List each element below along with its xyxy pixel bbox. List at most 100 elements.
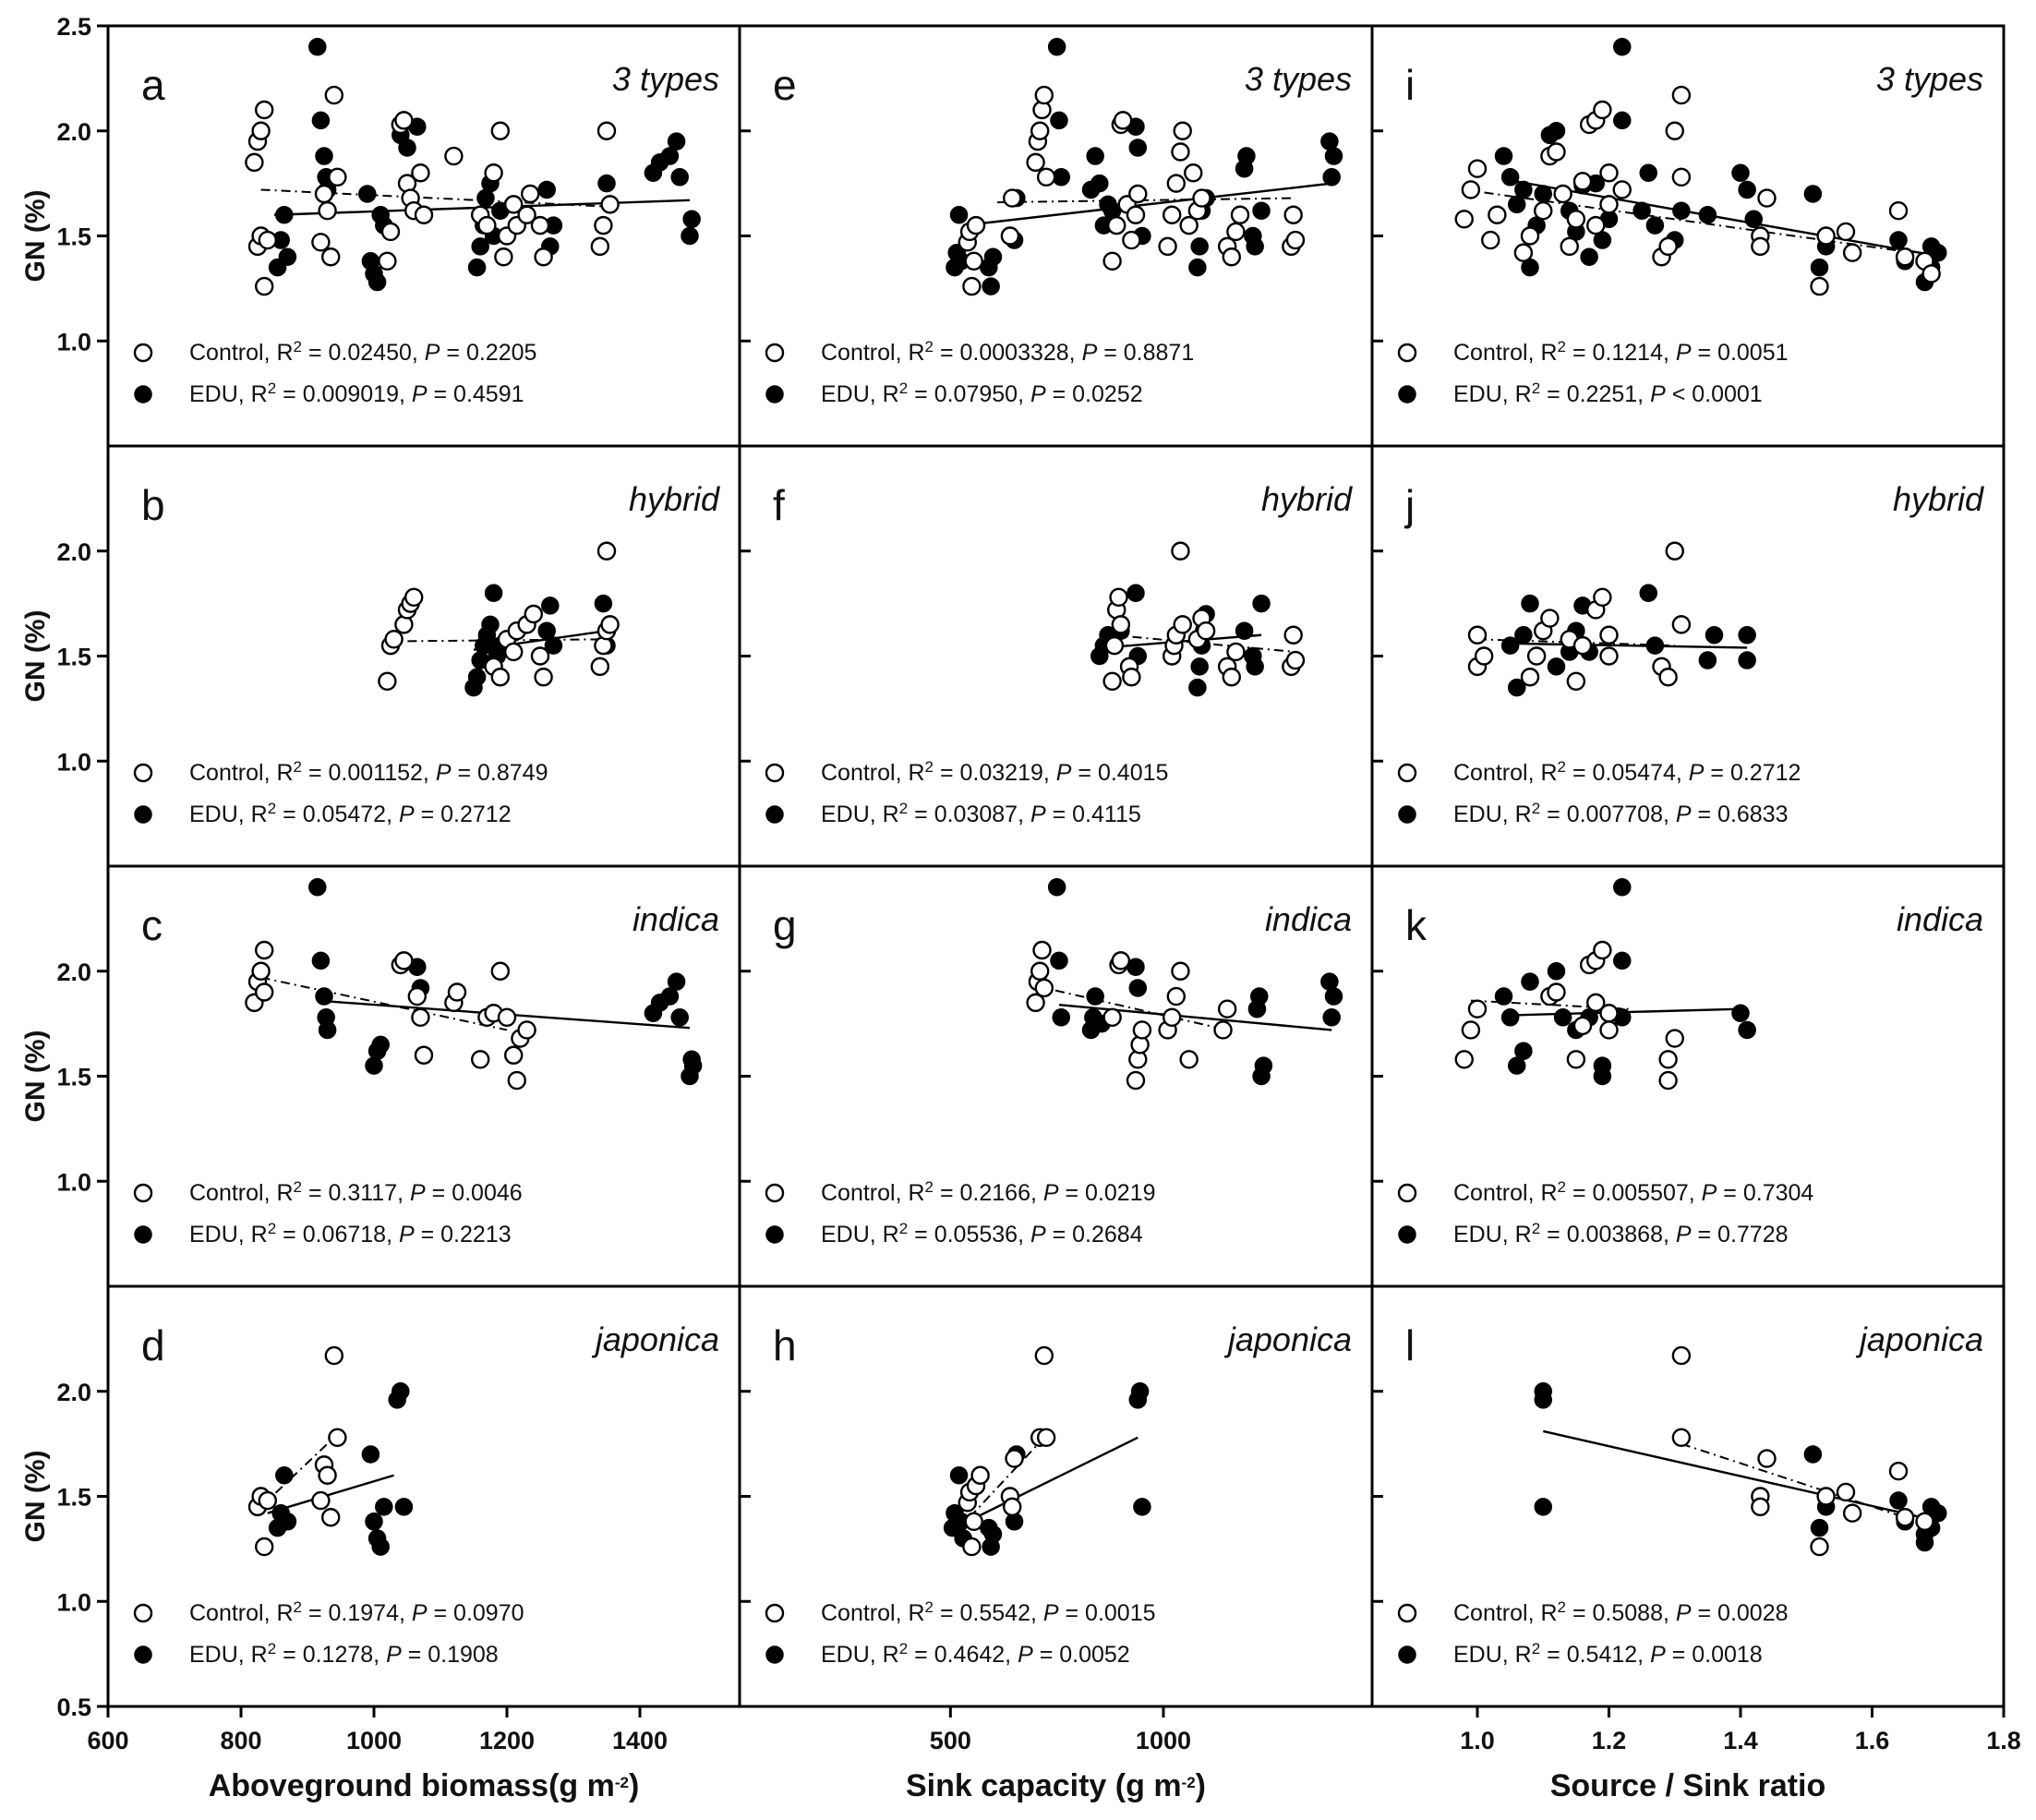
- x-tick-label: 600: [87, 1727, 128, 1754]
- edu-point: [1738, 626, 1756, 645]
- group-title: 3 types: [1876, 60, 1983, 98]
- legend-edu-marker: [1398, 1645, 1416, 1664]
- edu-point: [660, 987, 680, 1006]
- edu-fit-line: [1503, 177, 1932, 257]
- control-point: [255, 982, 274, 1002]
- control-point: [1842, 243, 1862, 262]
- edu-point: [1494, 147, 1513, 165]
- legend-control-marker: [765, 1603, 785, 1623]
- edu-point: [1803, 1445, 1823, 1464]
- edu-point: [1580, 247, 1598, 266]
- legend-edu-marker: [765, 805, 784, 824]
- control-point: [1560, 236, 1579, 257]
- edu-point: [1639, 584, 1657, 602]
- edu-point: [481, 615, 500, 634]
- control-point: [590, 657, 609, 677]
- control-point: [1599, 625, 1619, 645]
- edu-point: [467, 668, 487, 686]
- control-fit-line: [260, 188, 608, 208]
- edu-point: [1188, 678, 1207, 697]
- legend-edu-marker: [134, 1645, 152, 1664]
- control-point: [1572, 1016, 1593, 1036]
- edu-point: [1547, 962, 1566, 981]
- edu-point: [1128, 979, 1148, 997]
- edu-point: [1130, 1382, 1150, 1401]
- control-point: [1665, 121, 1684, 140]
- control-point: [258, 230, 277, 250]
- control-point: [1922, 264, 1941, 283]
- control-fit-line: [260, 976, 508, 1031]
- edu-point: [1744, 210, 1763, 229]
- edu-point: [1534, 1391, 1552, 1409]
- control-point: [1895, 1508, 1915, 1527]
- edu-point: [1738, 180, 1756, 199]
- edu-point: [1547, 657, 1566, 676]
- legend-control-marker: [765, 343, 785, 363]
- legend-edu-stats: EDU, R2 = 0.003868, P = 0.7728: [1453, 1220, 1789, 1248]
- edu-point: [983, 1525, 1003, 1544]
- y-tick-label: 0.5: [56, 1693, 91, 1721]
- y-tick-label: 1.0: [56, 1588, 91, 1616]
- control-point: [328, 167, 347, 187]
- edu-point: [1126, 584, 1145, 602]
- control-point: [1179, 1050, 1199, 1069]
- control-point: [1586, 993, 1606, 1013]
- control-point: [447, 982, 467, 1002]
- legend-edu-stats: EDU, R2 = 0.05536, P = 0.2684: [821, 1220, 1143, 1248]
- edu-point: [1052, 1008, 1071, 1027]
- control-point: [1122, 230, 1141, 250]
- panel-g: g indica Control, R2 = 0.2166, P = 0.0219 E…: [738, 864, 1374, 1288]
- control-point: [258, 1490, 277, 1511]
- control-point: [255, 1537, 274, 1557]
- control-point: [311, 1490, 331, 1511]
- edu-point: [275, 206, 294, 224]
- panel-a: 2.5 2.0 1.5 1.0 GN (%) a 3 types Control, R2 = …: [20, 13, 741, 448]
- control-point: [521, 184, 540, 204]
- control-point: [380, 222, 401, 242]
- edu-point: [1508, 195, 1526, 214]
- edu-point: [537, 180, 556, 199]
- control-point: [1283, 205, 1303, 224]
- x-tick-label: 1400: [612, 1727, 668, 1754]
- control-point: [1003, 1497, 1022, 1517]
- control-point: [1034, 85, 1054, 105]
- edu-point: [318, 1020, 337, 1040]
- edu-point: [667, 132, 686, 151]
- edu-point: [670, 168, 689, 187]
- control-point: [1222, 668, 1241, 687]
- edu-point: [1889, 231, 1908, 249]
- control-point: [1467, 625, 1488, 645]
- x-axis-label: Source / Sink ratio: [1550, 1768, 1826, 1803]
- legend-control-stats: Control, R2 = 0.03219, P = 0.4015: [821, 758, 1168, 787]
- edu-point: [1534, 185, 1552, 203]
- edu-point: [949, 1466, 969, 1485]
- panel-l: 1.0 1.2 1.4 1.6 1.8 Source / Sink ratio l japon…: [1370, 1284, 2021, 1803]
- edu-point: [371, 1035, 390, 1055]
- legend-control-stats: Control, R2 = 0.1974, P = 0.0970: [189, 1598, 524, 1627]
- control-point: [1836, 1482, 1856, 1502]
- edu-point: [1235, 621, 1254, 640]
- control-point: [1572, 172, 1593, 191]
- control-point: [1217, 999, 1237, 1018]
- edu-point: [367, 272, 387, 292]
- control-point: [1454, 1050, 1474, 1069]
- control-point: [504, 642, 524, 662]
- control-point: [407, 986, 427, 1006]
- edu-point: [1324, 987, 1343, 1006]
- edu-point: [1237, 147, 1256, 165]
- edu-point: [683, 1056, 703, 1075]
- edu-point: [484, 584, 503, 602]
- control-point: [1034, 1345, 1054, 1366]
- edu-point: [1613, 878, 1632, 897]
- legend-edu-marker: [1398, 805, 1416, 824]
- control-point: [1109, 587, 1128, 607]
- control-point: [490, 121, 510, 140]
- panel-k: k indica Control, R2 = 0.005507, P = 0.730…: [1370, 864, 2006, 1288]
- control-point: [1481, 230, 1500, 250]
- y-tick-label: 1.0: [56, 328, 91, 356]
- edu-point: [1645, 636, 1665, 655]
- x-tick-label: 500: [930, 1727, 971, 1754]
- edu-point: [1190, 657, 1209, 676]
- edu-point: [1698, 206, 1717, 224]
